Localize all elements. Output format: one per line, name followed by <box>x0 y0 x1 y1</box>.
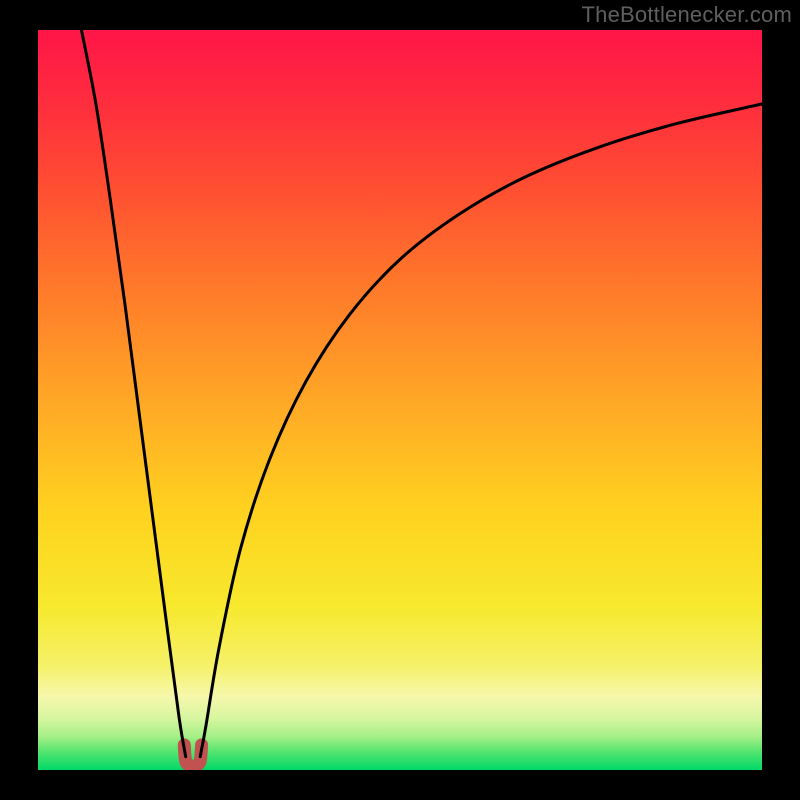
plot-area <box>38 30 762 770</box>
chart-container: TheBottlenecker.com <box>0 0 800 800</box>
gradient-background <box>38 30 762 770</box>
bottleneck-chart <box>0 0 800 800</box>
watermark-label: TheBottlenecker.com <box>582 2 792 28</box>
